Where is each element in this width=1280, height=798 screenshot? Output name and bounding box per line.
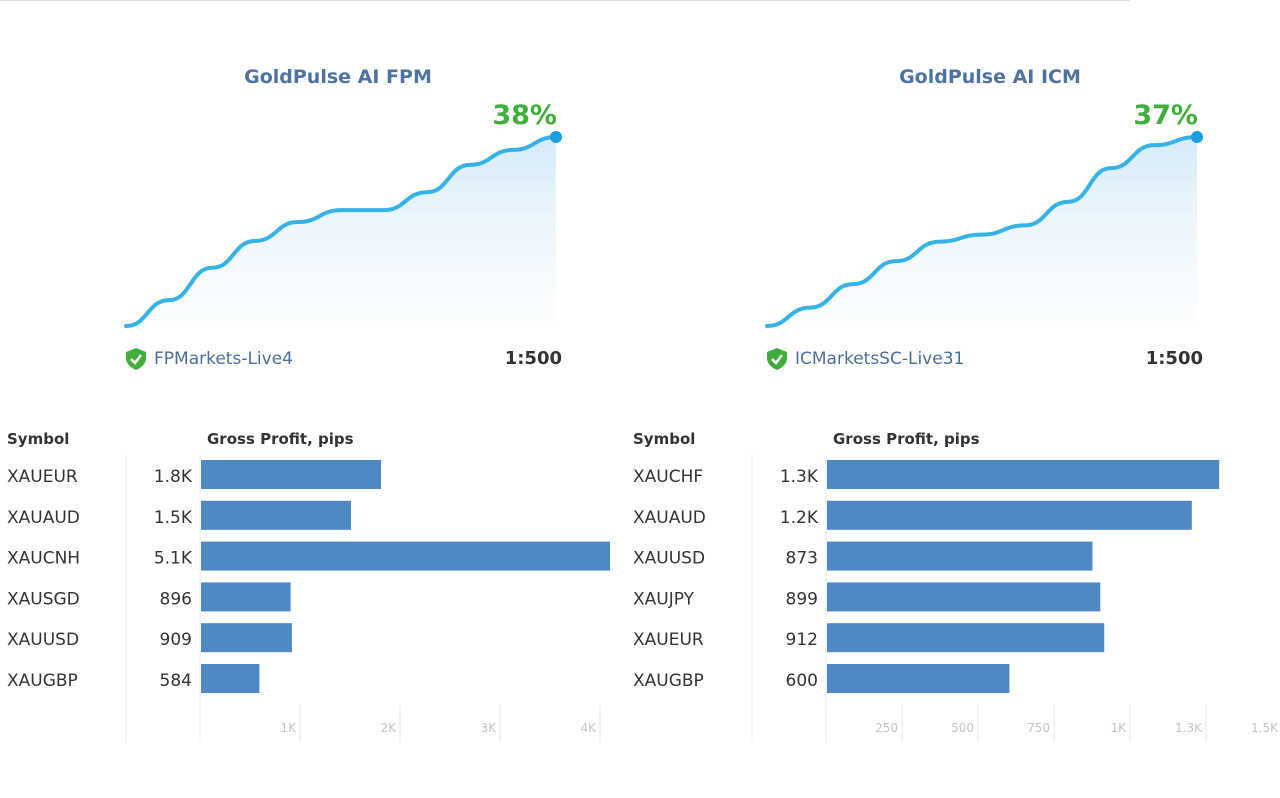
symbol-label: XAUGBP: [633, 671, 704, 691]
server-name: FPMarkets-Live4: [154, 349, 293, 369]
value-label: 909: [160, 630, 192, 650]
symbol-label: XAUAUD: [7, 508, 80, 528]
symbol-label: XAUGBP: [7, 671, 78, 691]
symbol-label: XAUEUR: [633, 630, 704, 650]
symbol-label: XAUUSD: [7, 630, 79, 650]
symbol-label: XAUUSD: [633, 549, 705, 569]
symbol-label: XAUCHF: [633, 467, 703, 487]
x-tick-label: 1.3K: [1175, 721, 1203, 735]
profit-bar: [827, 623, 1105, 653]
equity-line: [124, 135, 558, 328]
check-mark: [771, 354, 783, 365]
value-label: 873: [786, 549, 818, 569]
server-name: ICMarketsSC-Live31: [795, 349, 964, 369]
x-tick-label: 500: [951, 721, 974, 735]
value-label: 1.2K: [780, 508, 819, 528]
symbol-label: XAUCNH: [7, 549, 80, 569]
profit-bar: [201, 541, 610, 571]
x-tick-label: 1.5K: [1251, 721, 1279, 735]
equity-area: [126, 137, 556, 326]
x-tick-label: 1K: [280, 721, 297, 735]
chart-title: GoldPulse AI ICM: [899, 66, 1081, 88]
profit-bar: [201, 664, 260, 693]
leverage: 1:500: [1146, 348, 1203, 369]
profit-bar: [827, 460, 1220, 489]
symbol-label: XAUAUD: [633, 508, 706, 528]
profit-bar: [201, 623, 292, 653]
verified-shield-icon: [126, 348, 146, 370]
profit-bar: [827, 500, 1192, 530]
shield-shape: [767, 348, 787, 370]
symbol-column-header: Symbol: [633, 430, 695, 448]
leverage: 1:500: [505, 348, 562, 369]
value-column-header: Gross Profit, pips: [833, 430, 980, 448]
x-tick-label: 1K: [1110, 721, 1127, 735]
value-label: 1.8K: [154, 467, 193, 487]
profit-bar: [827, 664, 1010, 693]
value-column-header: Gross Profit, pips: [207, 430, 354, 448]
x-tick-label: 250: [875, 721, 898, 735]
verified-shield-icon: [767, 348, 787, 370]
profit-bar: [201, 500, 351, 530]
x-tick-label: 750: [1027, 721, 1050, 735]
equity-endpoint: [550, 131, 562, 143]
value-label: 600: [786, 671, 818, 691]
shield-shape: [126, 348, 146, 370]
symbol-label: XAUEUR: [7, 467, 78, 487]
equity-line: [765, 135, 1199, 328]
x-tick-label: 2K: [380, 721, 397, 735]
symbol-column-header: Symbol: [7, 430, 69, 448]
value-label: 1.3K: [780, 467, 819, 487]
symbol-label: XAUJPY: [633, 589, 695, 609]
value-label: 5.1K: [154, 549, 193, 569]
equity-area: [767, 137, 1197, 326]
profit-bar: [827, 541, 1093, 571]
growth-percent: 38%: [492, 100, 557, 131]
growth-percent: 37%: [1133, 100, 1198, 131]
value-label: 912: [786, 630, 818, 650]
x-tick-label: 4K: [580, 721, 597, 735]
symbol-label: XAUSGD: [7, 589, 80, 609]
profit-bar: [201, 582, 291, 612]
top-divider: [0, 0, 1130, 1]
chart-title: GoldPulse AI FPM: [244, 66, 432, 88]
value-label: 899: [786, 589, 818, 609]
value-label: 584: [160, 671, 192, 691]
x-tick-label: 3K: [480, 721, 497, 735]
equity-endpoint: [1191, 131, 1203, 143]
value-label: 896: [160, 589, 192, 609]
profit-bar: [827, 582, 1101, 612]
check-mark: [130, 354, 142, 365]
value-label: 1.5K: [154, 508, 193, 528]
profit-bar: [201, 460, 381, 489]
